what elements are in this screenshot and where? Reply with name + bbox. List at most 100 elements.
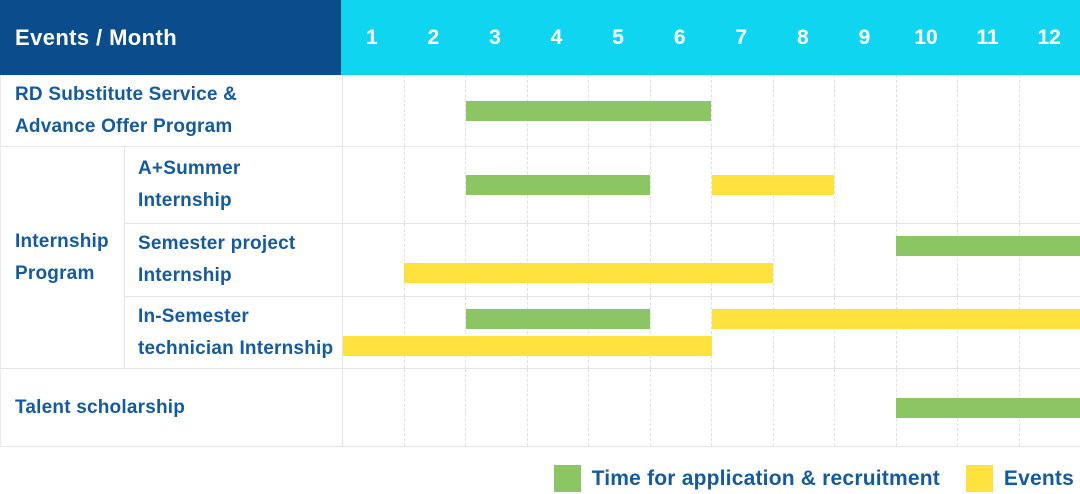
legend-swatch-yellow <box>965 465 993 492</box>
month-gridline-cell <box>588 369 650 446</box>
month-header: 1 2 3 4 5 6 7 8 9 10 11 12 <box>341 0 1080 75</box>
month-gridline-cell <box>343 147 404 223</box>
month-gridline-cell <box>465 369 527 446</box>
group-rows: A+Summer Internship Semester project Int… <box>125 147 1080 368</box>
month-gridline-cell <box>834 297 896 368</box>
gantt-bar-application <box>895 236 1080 256</box>
month-gridline-cell <box>588 297 650 368</box>
month-gridline-cell <box>343 297 404 368</box>
gantt-bar-application <box>465 175 651 195</box>
month-gridline-cell <box>895 75 958 146</box>
gantt-chart-area <box>342 147 1080 223</box>
month-label: 10 <box>914 25 938 49</box>
legend-label-application: Time for application & recruitment <box>591 466 940 490</box>
month-gridline-cell <box>895 147 958 223</box>
month-gridline-cell <box>957 75 1019 146</box>
table-row: RD Substitute Service & Advance Offer Pr… <box>1 75 1080 147</box>
row-label-semester-project-internship: Semester project Internship <box>138 233 296 286</box>
legend-item-application: Time for application & recruitment <box>553 465 940 492</box>
month-gridline-cell <box>1018 147 1080 223</box>
legend-item-events: Events <box>965 465 1074 492</box>
month-gridline-cell <box>711 297 773 368</box>
legend-label-events: Events <box>1003 466 1074 490</box>
row-label-talent-scholarship: Talent scholarship <box>15 396 186 418</box>
month-gridline-cell <box>772 224 835 296</box>
month-gridline-cell <box>834 369 896 446</box>
month-gridline-cell <box>1018 75 1080 146</box>
legend: Time for application & recruitment Event… <box>0 465 1080 492</box>
month-gridline-cell <box>957 297 1019 368</box>
month-gridline-cell <box>772 369 835 446</box>
month-gridline-cell <box>834 147 896 223</box>
month-gridline-cell <box>343 369 404 446</box>
month-gridline-cell <box>526 297 589 368</box>
month-gridline-cell <box>711 224 773 296</box>
month-gridline-cell <box>526 369 589 446</box>
row-label-a-summer-internship: A+Summer Internship <box>138 158 241 211</box>
month-label: 4 <box>550 25 563 49</box>
month-gridline-cell <box>834 75 896 146</box>
table-header-title: Events / Month <box>0 0 341 75</box>
row-label-rd-substitute: RD Substitute Service & Advance Offer Pr… <box>15 83 238 137</box>
month-gridline-cell <box>772 75 835 146</box>
gantt-bar-application <box>895 397 1080 418</box>
month-label: 2 <box>427 25 440 49</box>
month-gridline-cell <box>711 75 773 146</box>
month-gridline-cell <box>526 224 589 296</box>
internship-program-group: Internship Program A+Summer Internship S… <box>1 147 1080 369</box>
gantt-bar-application <box>465 309 651 329</box>
month-label: 8 <box>796 25 809 49</box>
month-gridline-cell <box>649 224 712 296</box>
month-gridline-cell <box>711 369 773 446</box>
month-gridline-cell <box>772 297 835 368</box>
month-label: 7 <box>735 25 748 49</box>
gantt-chart-area <box>342 297 1080 368</box>
month-gridline-cell <box>403 297 466 368</box>
month-gridline-cell <box>711 147 773 223</box>
gantt-chart-area <box>342 369 1080 446</box>
month-label: 6 <box>673 25 686 49</box>
month-gridline-cell <box>343 75 404 146</box>
table-body: RD Substitute Service & Advance Offer Pr… <box>0 75 1080 447</box>
gantt-bar-application <box>465 100 712 121</box>
gantt-bar-event <box>711 309 1080 329</box>
month-gridline-cell <box>588 224 650 296</box>
month-gridline-cell <box>403 75 466 146</box>
month-label: 9 <box>858 25 871 49</box>
month-gridline-cell <box>343 224 404 296</box>
month-label: 5 <box>612 25 624 49</box>
month-gridline-cell <box>403 369 466 446</box>
month-label: 1 <box>365 25 378 49</box>
month-gridline-cell <box>465 147 527 223</box>
gantt-bar-event <box>343 336 712 356</box>
table-row: Talent scholarship <box>1 369 1080 447</box>
table-header: Events / Month 1 2 3 4 5 6 7 8 9 10 11 12 <box>0 0 1080 75</box>
month-gridline-cell <box>649 297 712 368</box>
month-label: 12 <box>1037 25 1061 49</box>
legend-swatch-green <box>553 465 581 492</box>
gantt-bar-event <box>404 263 773 283</box>
gantt-chart-area <box>342 224 1080 296</box>
month-gridline-cell <box>895 297 958 368</box>
table-row: A+Summer Internship <box>125 147 1080 223</box>
month-gridline-cell <box>1018 224 1080 296</box>
month-gridline-cell <box>649 147 712 223</box>
month-gridline-cell <box>895 224 958 296</box>
month-gridline-cell <box>465 75 527 146</box>
table-row: In-Semester technician Internship <box>125 296 1080 368</box>
month-gridline-cell <box>1018 297 1080 368</box>
month-gridline-cell <box>465 297 527 368</box>
table-row: Semester project Internship <box>125 223 1080 296</box>
gantt-chart-area <box>342 75 1080 146</box>
month-gridline-cell <box>957 224 1019 296</box>
month-gridline-cell <box>403 147 466 223</box>
month-gridline-cell <box>957 147 1019 223</box>
month-gridline-cell <box>834 224 896 296</box>
month-gridline-cell <box>403 224 466 296</box>
month-label: 11 <box>976 25 999 49</box>
month-gridline-cell <box>649 369 712 446</box>
gantt-bar-event <box>711 175 835 195</box>
month-gridline-cell <box>465 224 527 296</box>
row-label-in-semester-technician-internship: In-Semester technician Internship <box>138 305 334 359</box>
